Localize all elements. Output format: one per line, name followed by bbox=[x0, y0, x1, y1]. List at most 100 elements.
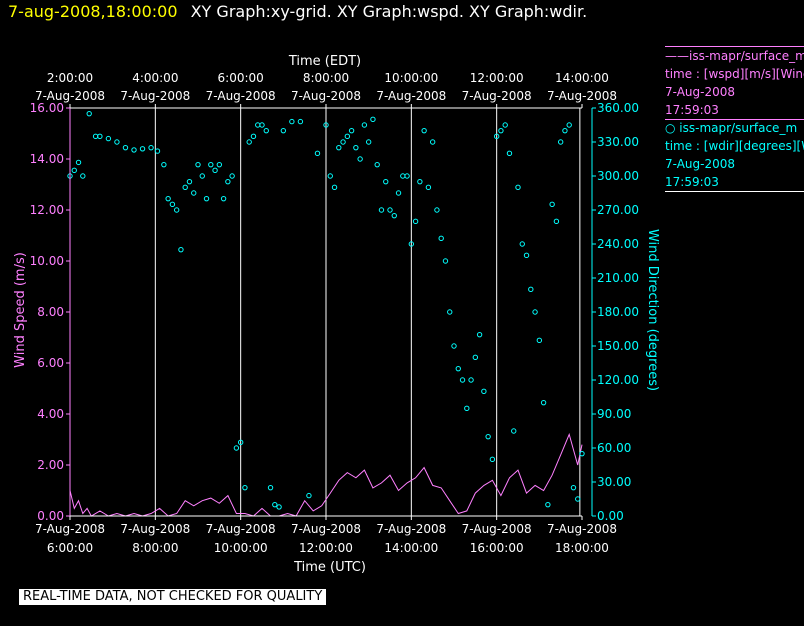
wdir-point bbox=[250, 133, 257, 140]
wdir-point bbox=[263, 127, 269, 134]
wdir-point bbox=[421, 127, 427, 134]
wdir-point bbox=[455, 365, 461, 372]
wdir-point bbox=[408, 241, 415, 247]
wdir-point bbox=[374, 161, 380, 168]
wdir-point bbox=[161, 161, 167, 168]
wdir-point bbox=[562, 127, 568, 134]
wdir-point bbox=[391, 212, 397, 219]
right-tick-label: 60.00 bbox=[597, 441, 631, 455]
left-tick-label: 8.00 bbox=[37, 305, 64, 319]
top-tick-date: 7-Aug-2008 bbox=[547, 89, 617, 103]
wdir-point bbox=[417, 178, 423, 185]
wdir-point bbox=[336, 144, 342, 151]
wdir-point bbox=[476, 331, 483, 338]
right-tick-label: 180.00 bbox=[597, 305, 639, 319]
top-tick-time: 4:00:00 bbox=[132, 71, 178, 85]
left-tick-label: 10.00 bbox=[30, 254, 64, 268]
bottom-tick-date: 7-Aug-2008 bbox=[35, 522, 105, 536]
wdir-point bbox=[429, 139, 436, 145]
wdir-point bbox=[511, 428, 517, 434]
wdir-point bbox=[139, 146, 146, 152]
right-tick-label: 0.00 bbox=[597, 509, 624, 523]
wdir-point bbox=[86, 110, 92, 117]
wdir-point bbox=[468, 377, 474, 383]
right-tick-label: 210.00 bbox=[597, 271, 639, 285]
wdir-point bbox=[481, 388, 487, 395]
wdir-point bbox=[208, 161, 214, 168]
wdir-point bbox=[255, 122, 261, 128]
top-tick-date: 7-Aug-2008 bbox=[206, 89, 276, 103]
wdir-point bbox=[412, 218, 419, 225]
wdir-point bbox=[383, 178, 389, 185]
wdir-point bbox=[502, 122, 508, 128]
wdir-point bbox=[259, 122, 265, 128]
left-tick-label: 16.00 bbox=[30, 101, 64, 115]
wdir-point bbox=[276, 504, 282, 510]
top-tick-time: 10:00:00 bbox=[384, 71, 438, 85]
wdir-point bbox=[148, 144, 154, 151]
bottom-tick-time: 10:00:00 bbox=[214, 541, 268, 555]
legend-wspd-variable: time : [wspd][m/s][Wind bbox=[665, 67, 804, 81]
right-tick-label: 30.00 bbox=[597, 475, 631, 489]
left-tick-label: 4.00 bbox=[37, 407, 64, 421]
wdir-point bbox=[519, 241, 525, 247]
wdir-point bbox=[80, 173, 86, 179]
wdir-point bbox=[353, 144, 359, 151]
top-tick-time: 6:00:00 bbox=[218, 71, 264, 85]
wdir-point bbox=[114, 139, 120, 145]
wdir-point bbox=[348, 127, 355, 134]
bottom-tick-time: 8:00:00 bbox=[132, 541, 178, 555]
header-graph-names: XY Graph:xy-grid. XY Graph:wspd. XY Grap… bbox=[190, 2, 588, 21]
wdir-point bbox=[395, 190, 402, 196]
wdir-point bbox=[331, 184, 338, 191]
top-tick-date: 7-Aug-2008 bbox=[35, 89, 105, 103]
wdir-point bbox=[447, 309, 453, 315]
wdir-point bbox=[442, 258, 449, 264]
wdir-point bbox=[272, 501, 278, 508]
legend-wspd-source: ——iss-mapr/surface_m bbox=[665, 49, 804, 63]
header: 7-aug-2008,18:00:00 XY Graph:xy-grid. XY… bbox=[8, 2, 587, 21]
wdir-point bbox=[553, 218, 560, 225]
wdir-point bbox=[203, 195, 210, 202]
wdir-point bbox=[178, 246, 184, 253]
wdir-point bbox=[314, 150, 321, 157]
left-tick-label: 6.00 bbox=[37, 356, 64, 370]
wdir-point bbox=[242, 484, 248, 491]
right-tick-label: 120.00 bbox=[597, 373, 639, 387]
wdir-point bbox=[297, 118, 304, 125]
wdir-point bbox=[557, 139, 564, 145]
top-tick-date: 7-Aug-2008 bbox=[120, 89, 190, 103]
right-tick-label: 300.00 bbox=[597, 169, 639, 183]
wdir-point bbox=[459, 377, 466, 383]
wdir-point bbox=[498, 127, 504, 134]
wdir-point bbox=[570, 484, 577, 491]
wdir-point bbox=[289, 118, 295, 125]
wdir-point bbox=[216, 161, 223, 168]
legend-wdir-date: 7-Aug-2008 bbox=[665, 157, 736, 171]
wdir-point bbox=[575, 496, 581, 502]
wdir-point bbox=[549, 201, 555, 208]
wdir-point bbox=[506, 150, 513, 157]
wdir-point bbox=[528, 286, 534, 293]
top-tick-time: 2:00:00 bbox=[47, 71, 93, 85]
wdir-point bbox=[485, 433, 491, 440]
bottom-tick-date: 7-Aug-2008 bbox=[376, 522, 446, 536]
wdir-point bbox=[579, 450, 585, 457]
wdir-point bbox=[246, 139, 252, 145]
bottom-axis-label: Time (UTC) bbox=[293, 560, 366, 575]
wdir-point bbox=[280, 127, 287, 134]
top-tick-date: 7-Aug-2008 bbox=[462, 89, 532, 103]
wdir-point bbox=[340, 139, 346, 145]
wdir-point bbox=[225, 178, 231, 185]
wdir-point bbox=[566, 122, 572, 128]
wdir-point bbox=[493, 133, 500, 140]
wdir-point bbox=[169, 201, 176, 208]
wdir-point bbox=[212, 167, 218, 174]
wdir-point bbox=[323, 122, 329, 128]
left-tick-label: 2.00 bbox=[37, 458, 64, 472]
bottom-tick-time: 14:00:00 bbox=[384, 541, 438, 555]
wdir-point bbox=[191, 190, 197, 196]
bottom-tick-time: 6:00:00 bbox=[47, 541, 93, 555]
right-axis-label: Wind Direction (degrees) bbox=[645, 229, 660, 391]
